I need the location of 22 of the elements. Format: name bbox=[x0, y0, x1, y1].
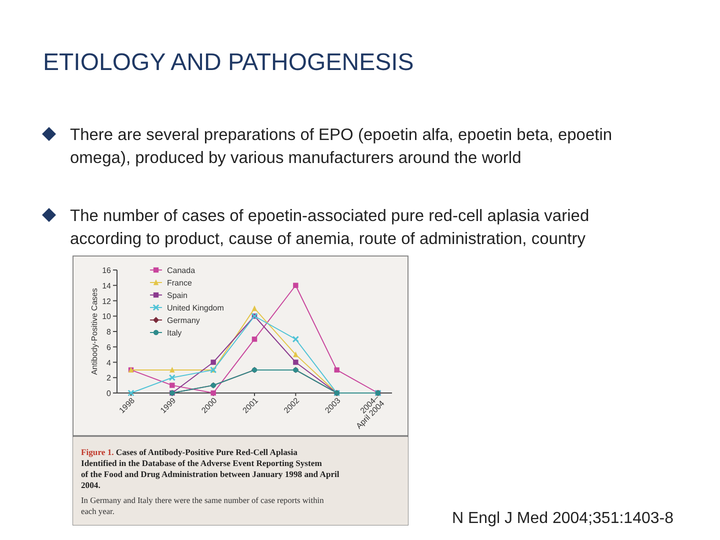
y-tick-label: 4 bbox=[106, 358, 112, 368]
y-tick-label: 10 bbox=[102, 312, 112, 322]
legend-label: Germany bbox=[167, 316, 200, 325]
y-tick-label: 2 bbox=[106, 374, 112, 383]
text: In Germany and Italy there were the same number of case reports within each year. bbox=[81, 496, 325, 516]
caption: Figure 1. bbox=[81, 447, 114, 457]
y-axis-title: Antibody-Positive Cases bbox=[90, 288, 99, 375]
y-tick-label: 16 bbox=[102, 266, 112, 275]
legend-label: Spain bbox=[167, 291, 188, 300]
y-tick-label: 6 bbox=[106, 342, 112, 352]
text: There are several preparations of EPO (epoetin alfa, epoetin beta, epoetin omega), produced by various manufacturers around the world bbox=[70, 126, 612, 167]
legend-label: Canada bbox=[167, 266, 196, 275]
y-tick-label: 8 bbox=[106, 328, 112, 336]
text: The number of cases of epoetin-associated pure red-cell aplasia varied according to product, cause of anemia, route of administration, country bbox=[70, 207, 590, 248]
legend-label: United Kingdom bbox=[167, 304, 224, 312]
chart-title: ETIOLOGY AND PATHOGENESIS bbox=[43, 49, 414, 76]
y-tick-label: 0 bbox=[106, 389, 112, 398]
text: N Engl J Med 2004;351:1403-8 bbox=[452, 510, 674, 527]
y-tick-label: 14 bbox=[102, 281, 112, 290]
y-tick-label: 12 bbox=[102, 296, 112, 306]
legend-label: Italy bbox=[167, 328, 182, 338]
legend-label: France bbox=[167, 278, 192, 288]
